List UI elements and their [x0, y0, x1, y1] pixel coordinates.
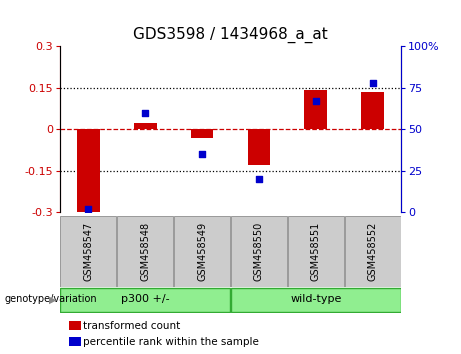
Bar [77, 129, 100, 214]
Point [142, 110, 149, 115]
Text: wild-type: wild-type [290, 295, 342, 304]
Text: ▶: ▶ [49, 295, 57, 304]
Point [255, 176, 263, 182]
Bar [118, 216, 173, 287]
Bar [231, 216, 287, 287]
Bar [248, 129, 270, 165]
Text: GSM458549: GSM458549 [197, 222, 207, 281]
Text: transformed count: transformed count [83, 321, 180, 331]
Text: genotype/variation: genotype/variation [5, 295, 97, 304]
Bar [288, 216, 343, 287]
Text: GSM458547: GSM458547 [83, 222, 94, 281]
Point [85, 206, 92, 212]
Text: GSM458552: GSM458552 [367, 222, 378, 281]
Text: GSM458550: GSM458550 [254, 222, 264, 281]
Bar [231, 288, 401, 312]
Text: p300 +/-: p300 +/- [121, 295, 170, 304]
Text: GSM458548: GSM458548 [140, 222, 150, 281]
Bar [304, 90, 327, 129]
Text: percentile rank within the sample: percentile rank within the sample [83, 337, 259, 347]
Bar [60, 216, 116, 287]
Title: GDS3598 / 1434968_a_at: GDS3598 / 1434968_a_at [133, 27, 328, 43]
Point [312, 98, 319, 104]
Bar [191, 129, 213, 138]
Bar [134, 123, 157, 129]
Point [369, 80, 376, 85]
Bar [345, 216, 401, 287]
Bar [174, 216, 230, 287]
Bar [60, 288, 230, 312]
Text: GSM458551: GSM458551 [311, 222, 321, 281]
Bar [361, 92, 384, 129]
Point [198, 151, 206, 157]
